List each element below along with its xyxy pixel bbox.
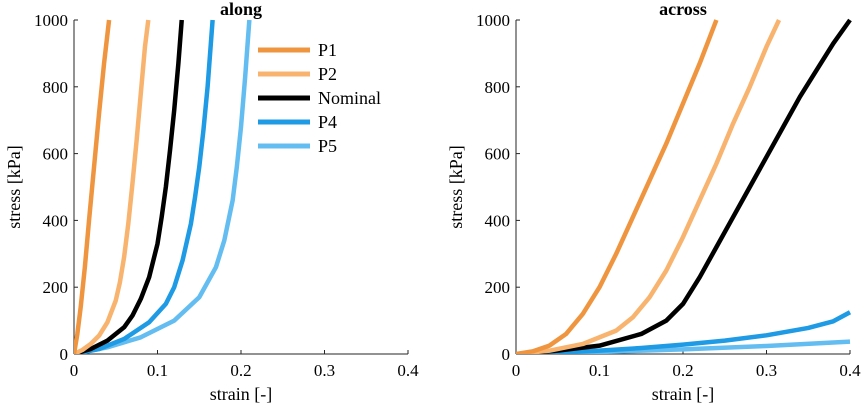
chart-panel-along: 0 0.1 0.2 0.3 0.4 0 200 400 600 800 1000 strain [-]… — [4, 0, 419, 404]
chart-along-x-axis-label: strain [-] — [210, 384, 272, 404]
chart-along-legend: P1 P2 Nominal P4 P5 — [258, 40, 381, 156]
legend-label-nominal: Nominal — [318, 88, 381, 108]
chart-along-x-tick-label: 0.1 — [147, 361, 168, 380]
chart-along-x-tick-label: 0.4 — [397, 361, 419, 380]
legend-label-p2: P2 — [318, 64, 337, 84]
chart-across-y-tick-label: 600 — [485, 145, 511, 164]
chart-along-series-p5 — [74, 20, 249, 354]
figure: 0 0.1 0.2 0.3 0.4 0 200 400 600 800 1000 strain [-]… — [0, 0, 865, 412]
chart-across-x-tick-label: 0.4 — [839, 361, 861, 380]
chart-along-series-p1 — [74, 20, 109, 354]
chart-across-x-tick-label: 0.2 — [672, 361, 693, 380]
chart-across-y-tick-label: 800 — [485, 78, 511, 97]
legend-label-p1: P1 — [318, 40, 337, 60]
chart-along-title: along — [220, 0, 262, 19]
chart-across-title: across — [659, 0, 707, 19]
chart-along-y-tick-label: 800 — [43, 78, 69, 97]
chart-along-y-tick-label: 0 — [60, 345, 69, 364]
chart-across-x-tick-label: 0 — [512, 361, 521, 380]
chart-along-y-tick-label: 600 — [43, 145, 69, 164]
chart-across-y-axis-label: stress [kPa] — [446, 145, 466, 229]
chart-across-x-tick-label: 0.1 — [589, 361, 610, 380]
chart-across-series-nominal — [516, 20, 850, 354]
chart-along-y-tick-label: 200 — [43, 278, 69, 297]
legend-label-p5: P5 — [318, 136, 337, 156]
chart-across-y-tick-label: 200 — [485, 278, 511, 297]
chart-along-y-tick-label: 1000 — [34, 11, 68, 30]
chart-along-y-axis-label: stress [kPa] — [4, 145, 24, 229]
chart-across-series-p1 — [516, 20, 716, 354]
chart-along-y-tick-label: 400 — [43, 211, 69, 230]
chart-across-x-axis-label: strain [-] — [652, 384, 714, 404]
chart-across-y-tick-label: 1000 — [476, 11, 510, 30]
chart-panel-across: 0 0.1 0.2 0.3 0.4 0 200 400 600 800 1000 strain [-]… — [446, 0, 861, 404]
chart-across-x-tick-label: 0.3 — [756, 361, 777, 380]
legend-label-p4: P4 — [318, 112, 337, 132]
chart-along-x-tick-label: 0.3 — [314, 361, 335, 380]
chart-across-y-tick-label: 0 — [502, 345, 511, 364]
chart-along-x-tick-label: 0 — [70, 361, 79, 380]
chart-along-x-tick-label: 0.2 — [230, 361, 251, 380]
chart-across-y-tick-label: 400 — [485, 211, 511, 230]
